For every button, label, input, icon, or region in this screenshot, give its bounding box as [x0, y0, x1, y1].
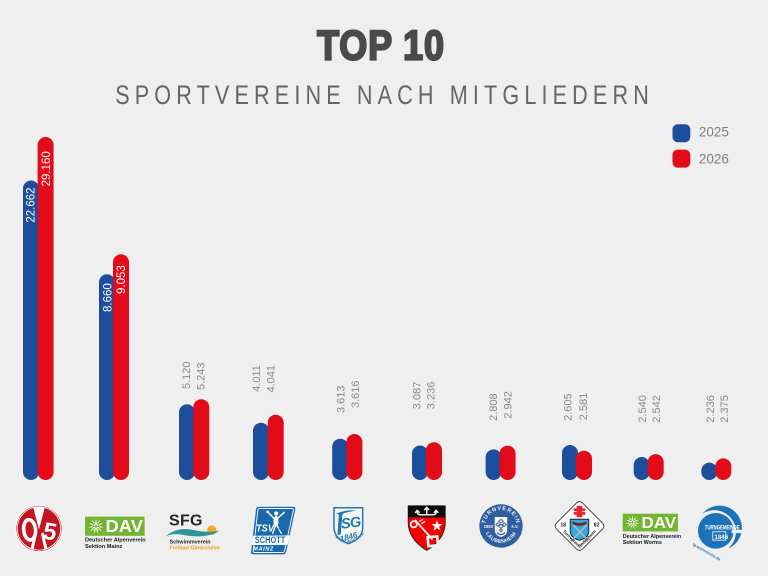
svg-text:2.542: 2.542 — [651, 395, 663, 423]
svg-text:3.616: 3.616 — [350, 380, 362, 408]
svg-text:29.160: 29.160 — [41, 151, 53, 186]
svg-text:TURNGEMEINDE: TURNGEMEINDE — [705, 524, 740, 531]
svg-text:SFG: SFG — [169, 512, 203, 529]
svg-text:2026: 2026 — [699, 151, 729, 166]
svg-text:2.236: 2.236 — [705, 395, 717, 423]
svg-text:Freibad Gimbsheim: Freibad Gimbsheim — [170, 545, 221, 551]
svg-text:Deutscher Alpenverein: Deutscher Alpenverein — [85, 538, 146, 544]
svg-text:SG: SG — [340, 514, 362, 532]
svg-text:5: 5 — [41, 518, 59, 547]
svg-text:MAINZ: MAINZ — [253, 547, 274, 553]
svg-text:3.613: 3.613 — [336, 385, 348, 413]
svg-text:TOP 10: TOP 10 — [317, 23, 445, 69]
svg-text:Sektion Worms: Sektion Worms — [623, 540, 662, 546]
svg-text:Deutscher Alpenverein: Deutscher Alpenverein — [623, 534, 682, 540]
svg-text:DAV: DAV — [106, 516, 144, 536]
svg-text:SPORTVEREINE NACH MITGLIEDERN: SPORTVEREINE NACH MITGLIEDERN — [115, 81, 649, 111]
svg-text:3.087: 3.087 — [412, 382, 424, 410]
svg-text:Schwimmverein: Schwimmverein — [170, 539, 211, 545]
svg-text:e.V.: e.V. — [511, 524, 518, 529]
svg-text:2.581: 2.581 — [578, 393, 590, 421]
svg-text:2.375: 2.375 — [719, 395, 731, 423]
svg-text:18: 18 — [561, 523, 567, 529]
svg-text:2.942: 2.942 — [503, 391, 515, 419]
svg-text:82: 82 — [594, 523, 600, 529]
svg-text:1883: 1883 — [484, 524, 494, 529]
svg-text:Sektion Mainz: Sektion Mainz — [85, 544, 122, 550]
svg-text:8.660: 8.660 — [103, 283, 115, 312]
svg-text:2.605: 2.605 — [563, 393, 575, 421]
svg-text:DAV: DAV — [642, 515, 677, 532]
svg-text:TSV: TSV — [256, 523, 275, 534]
svg-text:2.540: 2.540 — [637, 395, 649, 423]
svg-text:2025: 2025 — [699, 124, 729, 139]
svg-text:4.041: 4.041 — [266, 365, 278, 393]
svg-text:3.236: 3.236 — [426, 382, 438, 410]
svg-text:SCHOTT: SCHOTT — [255, 535, 286, 545]
svg-text:9.053: 9.053 — [116, 265, 128, 294]
svg-text:2.808: 2.808 — [488, 393, 500, 421]
svg-text:5.243: 5.243 — [196, 362, 208, 390]
svg-text:5.120: 5.120 — [181, 361, 193, 389]
svg-text:1846: 1846 — [714, 534, 728, 541]
svg-text:4.011: 4.011 — [251, 365, 263, 392]
svg-text:22.662: 22.662 — [26, 187, 38, 222]
